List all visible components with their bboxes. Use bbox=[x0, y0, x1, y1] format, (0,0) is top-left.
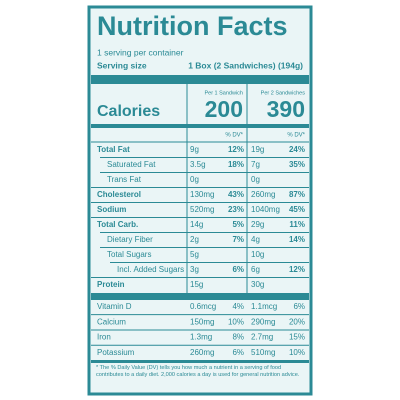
amount: 30g bbox=[251, 280, 264, 289]
daily-value: 12% bbox=[228, 145, 244, 154]
daily-value: 6% bbox=[232, 348, 244, 357]
daily-value: 18% bbox=[228, 160, 244, 169]
nutrient-name: Vitamin D bbox=[97, 302, 132, 311]
amount: 0.6mcg bbox=[190, 302, 216, 311]
daily-value: 35% bbox=[289, 160, 305, 169]
daily-value: 87% bbox=[289, 190, 305, 199]
serving-size: 1 Box (2 Sandwiches) (194g) bbox=[188, 60, 303, 70]
column-header: Per 2 Sandwiches bbox=[261, 90, 306, 96]
amount: 3g bbox=[190, 265, 199, 274]
daily-value: 5% bbox=[232, 220, 244, 229]
amount: 15g bbox=[190, 280, 203, 289]
amount: 150mg bbox=[190, 317, 214, 326]
nutrient-name: Protein bbox=[97, 280, 125, 289]
daily-value: 12% bbox=[289, 265, 305, 274]
thick-bar bbox=[91, 293, 309, 300]
daily-value: 7% bbox=[232, 235, 244, 244]
amount: 6g bbox=[251, 265, 260, 274]
daily-value: 45% bbox=[289, 205, 305, 214]
footnote-box: * The % Daily Value (DV) tells you how m… bbox=[96, 365, 300, 378]
dv-header: % DV* bbox=[287, 133, 305, 139]
nutrient-name: Dietary Fiber bbox=[107, 235, 153, 244]
daily-value: 20% bbox=[289, 317, 305, 326]
daily-value: 14% bbox=[289, 235, 305, 244]
amount: 1040mg bbox=[251, 205, 280, 214]
thick-bar bbox=[91, 75, 309, 84]
daily-value: 10% bbox=[289, 348, 305, 357]
amount: 7g bbox=[251, 160, 260, 169]
daily-value: 15% bbox=[289, 333, 305, 342]
nutrient-name: Potassium bbox=[97, 348, 135, 357]
amount: 0g bbox=[190, 175, 199, 184]
amount: 10g bbox=[251, 250, 264, 259]
nutrient-name: Incl. Added Sugars bbox=[117, 265, 184, 274]
amount: 130mg bbox=[190, 190, 214, 199]
calories-value: 200 bbox=[205, 96, 243, 122]
amount: 2.7mg bbox=[251, 333, 273, 342]
amount: 2g bbox=[190, 235, 199, 244]
amount: 260mg bbox=[251, 190, 275, 199]
daily-value: 43% bbox=[228, 190, 244, 199]
nutrient-name: Total Fat bbox=[97, 145, 130, 154]
footnote: * The % Daily Value (DV) tells you how m… bbox=[96, 365, 300, 378]
title: Nutrition Facts bbox=[97, 11, 288, 41]
servings: 1 serving per container bbox=[97, 47, 184, 57]
amount: 29g bbox=[251, 220, 264, 229]
daily-value: 10% bbox=[228, 317, 244, 326]
amount: 260mg bbox=[190, 348, 214, 357]
nutrient-name: Iron bbox=[97, 333, 111, 342]
medium-bar bbox=[91, 360, 309, 363]
amount: 19g bbox=[251, 145, 264, 154]
nutrient-name: Sodium bbox=[97, 205, 126, 214]
amount: 520mg bbox=[190, 205, 214, 214]
daily-value: 11% bbox=[289, 220, 305, 229]
amount: 14g bbox=[190, 220, 203, 229]
nutrient-name: Total Carb. bbox=[97, 220, 138, 229]
column-header: Per 1 Sandwich bbox=[204, 90, 243, 96]
amount: 510mg bbox=[251, 348, 275, 357]
amount: 5g bbox=[190, 250, 199, 259]
calories-label: Calories bbox=[97, 103, 160, 120]
nutrient-name: Trans Fat bbox=[107, 175, 142, 184]
daily-value: 6% bbox=[232, 265, 244, 274]
nutrient-name: Cholesterol bbox=[97, 190, 141, 199]
daily-value: 4% bbox=[232, 302, 244, 311]
nutrient-name: Calcium bbox=[97, 317, 126, 326]
amount: 4g bbox=[251, 235, 260, 244]
daily-value: 23% bbox=[228, 205, 244, 214]
dv-header: % DV* bbox=[225, 133, 243, 139]
serving-size-label: Serving size bbox=[97, 60, 147, 70]
amount: 290mg bbox=[251, 317, 275, 326]
medium-bar bbox=[91, 124, 309, 128]
daily-value: 6% bbox=[293, 302, 305, 311]
nutrient-name: Saturated Fat bbox=[107, 160, 156, 169]
amount: 1.1mcg bbox=[251, 302, 277, 311]
amount: 0g bbox=[251, 175, 260, 184]
daily-value: 24% bbox=[289, 145, 305, 154]
daily-value: 8% bbox=[232, 333, 244, 342]
amount: 3.5g bbox=[190, 160, 206, 169]
amount: 1.3mg bbox=[190, 333, 212, 342]
calories-value: 390 bbox=[267, 96, 305, 122]
nutrient-name: Total Sugars bbox=[107, 250, 151, 259]
amount: 9g bbox=[190, 145, 199, 154]
